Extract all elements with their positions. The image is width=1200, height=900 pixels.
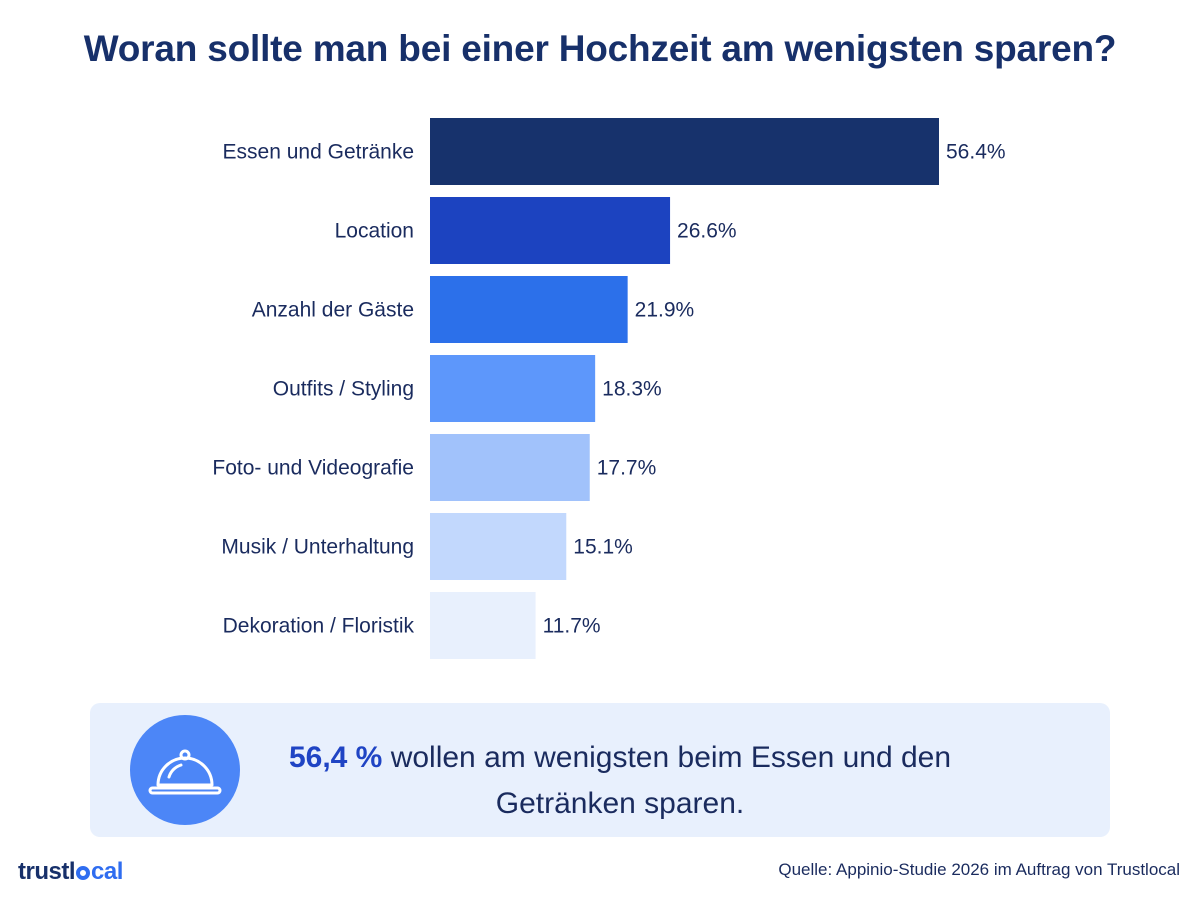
chart-title: Woran sollte man bei einer Hochzeit am w… bbox=[83, 28, 1117, 69]
category-label-1: Location bbox=[335, 220, 414, 243]
bar-5 bbox=[430, 513, 567, 580]
trustlocal-logo: trustl cal bbox=[18, 858, 123, 886]
bar-2 bbox=[430, 276, 628, 343]
value-label-1: 26.6% bbox=[677, 220, 737, 243]
bar-3 bbox=[430, 355, 596, 422]
bar-6 bbox=[430, 592, 536, 659]
value-label-2: 21.9% bbox=[635, 299, 695, 322]
callout-box: 56,4 % wollen am wenigsten beim Essen un… bbox=[90, 703, 1110, 837]
category-label-0: Essen und Getränke bbox=[223, 141, 414, 164]
bar-0 bbox=[430, 118, 939, 185]
callout-text: 56,4 % wollen am wenigsten beim Essen un… bbox=[250, 735, 990, 827]
category-label-6: Dekoration / Floristik bbox=[223, 615, 415, 638]
bar-4 bbox=[430, 434, 590, 501]
category-label-4: Foto- und Videografie bbox=[212, 457, 414, 480]
logo-text-end: cal bbox=[91, 858, 123, 885]
food-cloche-icon bbox=[130, 715, 240, 825]
bar-chart: Essen und Getränke 56.4% Location 26.6% Anza… bbox=[212, 118, 1006, 659]
value-label-0: 56.4% bbox=[946, 141, 1006, 164]
value-label-5: 15.1% bbox=[573, 536, 633, 559]
value-label-3: 18.3% bbox=[602, 378, 662, 401]
value-label-6: 11.7% bbox=[543, 615, 601, 638]
category-label-2: Anzahl der Gäste bbox=[252, 299, 414, 322]
callout-body: wollen am wenigsten beim Essen und den G… bbox=[382, 741, 952, 820]
bar-1 bbox=[430, 197, 671, 264]
logo-text-start: trustl bbox=[18, 858, 76, 885]
source-note: Quelle: Appinio-Studie 2026 im Auftrag v… bbox=[778, 860, 1180, 879]
location-pin-icon bbox=[76, 866, 90, 880]
callout-highlight: 56,4 % bbox=[288, 741, 383, 774]
value-label-4: 17.7% bbox=[597, 457, 657, 480]
category-label-3: Outfits / Styling bbox=[273, 378, 414, 401]
category-label-5: Musik / Unterhaltung bbox=[221, 536, 414, 559]
